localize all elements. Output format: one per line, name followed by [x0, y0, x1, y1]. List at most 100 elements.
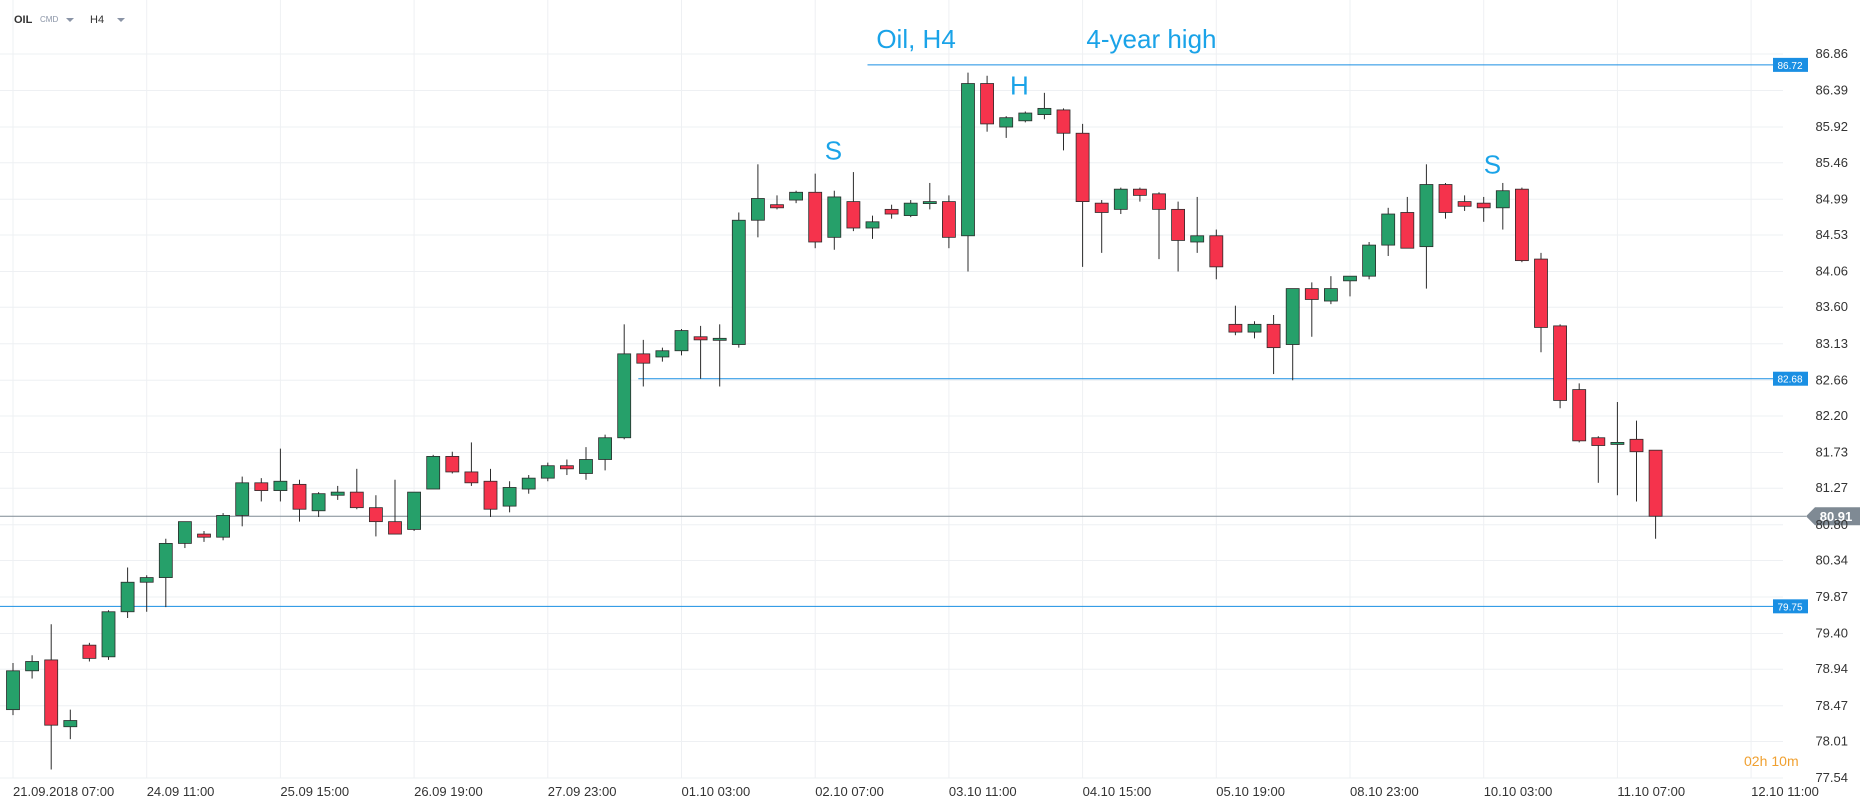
- candle: [1056, 108, 1071, 151]
- level-tag: [1773, 57, 1808, 72]
- candle-body: [560, 465, 574, 470]
- candle: [922, 182, 937, 210]
- candle-body: [1171, 208, 1185, 241]
- y-tick-label: 84.53: [1815, 227, 1848, 242]
- candle-body: [1476, 202, 1491, 209]
- y-tick-label: 85.46: [1815, 155, 1848, 170]
- instrument-type-label: CMD: [40, 15, 58, 24]
- y-tick-label: 77.54: [1815, 770, 1848, 785]
- y-tick-label: 82.66: [1815, 372, 1848, 387]
- candle-body: [254, 482, 269, 491]
- candle: [770, 195, 784, 210]
- timer-hours-unit: h: [1760, 753, 1768, 769]
- candle-body: [235, 482, 250, 516]
- candle-body: [216, 515, 231, 538]
- candle-body: [942, 201, 956, 238]
- candle: [1591, 436, 1606, 483]
- symbol-label[interactable]: OIL: [14, 14, 33, 26]
- candle-body: [999, 117, 1014, 128]
- candle-body: [368, 507, 383, 523]
- x-tick-label: 02.10 07:00: [815, 784, 884, 799]
- current-price-label: 80.91: [1820, 509, 1853, 524]
- candle-body: [1228, 323, 1243, 333]
- candle-body: [139, 577, 154, 583]
- candle-body: [120, 581, 135, 613]
- candle-body: [903, 202, 918, 216]
- candle: [1113, 187, 1128, 215]
- candle: [1515, 187, 1529, 263]
- candle: [1610, 402, 1625, 496]
- candle: [1190, 196, 1205, 253]
- candle: [1476, 196, 1491, 222]
- level-tag: [1773, 371, 1808, 386]
- candle-body: [1018, 112, 1033, 122]
- chevron-down-icon[interactable]: [117, 18, 125, 22]
- candle-body: [884, 208, 899, 215]
- y-tick-label: 78.47: [1815, 698, 1848, 713]
- candle: [407, 491, 422, 531]
- y-tick-label: 80.34: [1815, 552, 1848, 567]
- candle: [1400, 196, 1415, 249]
- timer-minutes-unit: m: [1787, 753, 1799, 769]
- candle-body: [827, 196, 842, 238]
- candle: [655, 347, 670, 362]
- candle-body: [1343, 275, 1357, 282]
- candle: [1304, 282, 1319, 337]
- candle: [789, 190, 803, 204]
- candle-body: [617, 353, 632, 439]
- candle-body: [579, 459, 593, 474]
- candle: [235, 476, 250, 527]
- candle: [636, 339, 651, 387]
- candle-body: [1553, 325, 1567, 401]
- candle: [1228, 305, 1243, 336]
- candle: [177, 521, 192, 549]
- level-tag: [1773, 599, 1808, 614]
- candle: [464, 442, 479, 486]
- candle: [388, 479, 402, 535]
- level-tag-label: 82.68: [1777, 375, 1802, 386]
- candle: [1209, 229, 1224, 280]
- candle: [540, 462, 555, 482]
- y-tick-label: 80.80: [1815, 517, 1848, 532]
- x-tick-label: 10.10 03:00: [1484, 784, 1553, 799]
- candle: [712, 324, 727, 387]
- candle: [1457, 195, 1472, 211]
- candle: [1381, 207, 1396, 256]
- candle: [1171, 201, 1185, 272]
- x-tick-label: 27.09 23:00: [548, 784, 617, 799]
- chevron-down-icon[interactable]: [66, 18, 74, 22]
- candle: [579, 447, 593, 480]
- candle: [120, 567, 135, 618]
- candle: [273, 448, 288, 502]
- candle-body: [6, 670, 20, 711]
- interval-label[interactable]: H4: [90, 14, 104, 26]
- candles: [6, 72, 1663, 770]
- y-tick-label: 83.60: [1815, 299, 1848, 314]
- current-price-tag: [1806, 507, 1860, 526]
- candle-body: [177, 521, 192, 544]
- candle: [426, 454, 441, 490]
- candle-body: [961, 83, 975, 237]
- candle: [1018, 111, 1033, 123]
- candle: [25, 655, 40, 679]
- candle-body: [1209, 235, 1224, 268]
- candle-body: [158, 542, 173, 578]
- candle-body: [1400, 212, 1415, 249]
- y-tick-label: 86.39: [1815, 83, 1848, 98]
- candle-body: [464, 471, 479, 484]
- candle: [368, 495, 383, 537]
- annotation-label: S: [825, 136, 842, 166]
- candle-body: [1457, 201, 1472, 207]
- candle: [1285, 288, 1300, 381]
- candle: [942, 195, 956, 249]
- candle: [1629, 420, 1644, 502]
- x-tick-label: 12.10 11:00: [1751, 784, 1819, 799]
- candle: [693, 325, 708, 379]
- candle: [808, 173, 823, 249]
- candle: [1343, 275, 1357, 297]
- x-tick-label: 04.10 15:00: [1083, 784, 1152, 799]
- annotation-label: H: [1010, 70, 1029, 100]
- candle: [1553, 324, 1567, 409]
- y-tick-label: 84.06: [1815, 264, 1848, 279]
